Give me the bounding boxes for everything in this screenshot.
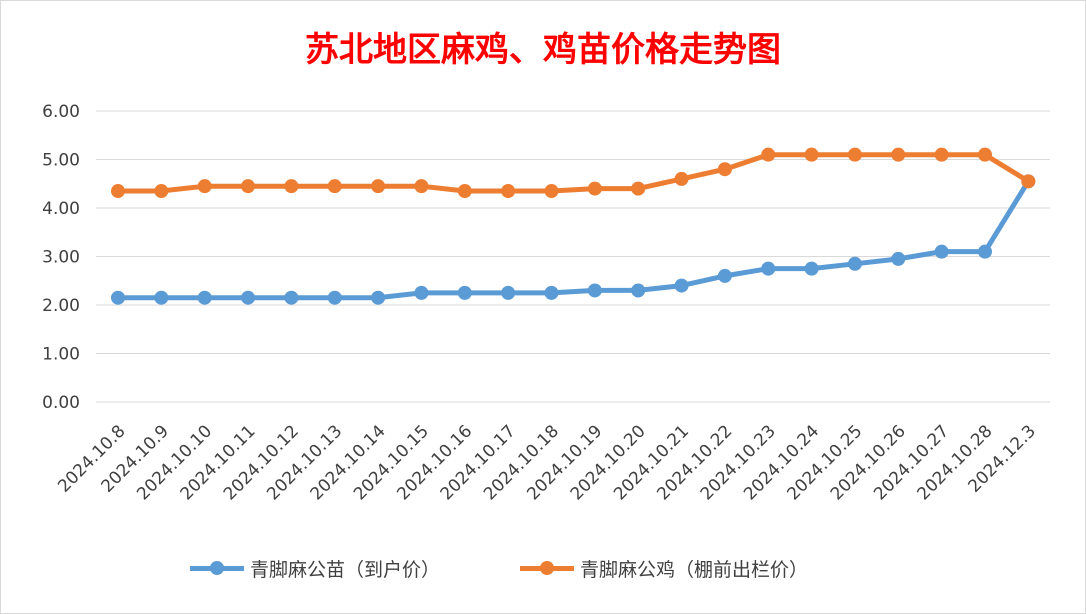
data-point: [631, 283, 646, 298]
data-point: [371, 290, 386, 305]
data-point: [804, 261, 819, 276]
x-axis-ticks: 2024.10.82024.10.92024.10.102024.10.1120…: [54, 421, 1040, 504]
data-point: [154, 290, 169, 305]
data-point: [371, 179, 386, 194]
data-point: [457, 184, 472, 199]
data-point: [544, 285, 559, 300]
legend: 青脚麻公苗（到户价） 青脚麻公鸡（棚前出栏价）: [0, 553, 1086, 583]
y-tick-label: 1.00: [42, 345, 80, 365]
legend-label-rooster: 青脚麻公鸡（棚前出栏价）: [580, 558, 809, 581]
data-point: [241, 290, 256, 305]
data-point: [197, 290, 212, 305]
y-tick-label: 3.00: [42, 248, 80, 268]
legend-swatch-seedling: [190, 553, 244, 583]
data-point: [284, 290, 299, 305]
data-point: [847, 147, 862, 162]
data-point: [934, 244, 949, 259]
data-point: [847, 256, 862, 271]
data-point: [327, 179, 342, 194]
series-line: [115, 152, 1031, 194]
series-line: [115, 178, 1031, 301]
data-point: [978, 147, 992, 162]
legend-swatch-rooster: [520, 553, 574, 583]
data-point: [241, 179, 256, 194]
data-point: [501, 184, 516, 199]
y-axis-ticks: 0.00 1.00 2.00 3.00 4.00 5.00 6.00: [42, 102, 80, 413]
data-point: [674, 278, 689, 293]
data-point: [111, 290, 125, 305]
data-point: [284, 179, 299, 194]
data-point: [197, 179, 212, 194]
data-point: [717, 268, 732, 283]
data-point: [587, 181, 602, 196]
data-point: [804, 147, 819, 162]
series-1: [111, 147, 1036, 199]
chart-title: 苏北地区麻鸡、鸡苗价格走势图: [305, 30, 781, 70]
data-point: [457, 285, 472, 300]
y-tick-label: 4.00: [42, 199, 80, 219]
data-point: [327, 290, 342, 305]
y-tick-label: 0.00: [42, 393, 80, 413]
data-point: [674, 171, 689, 186]
data-point: [414, 179, 429, 194]
series-layer: [111, 147, 1036, 305]
data-point: [111, 184, 125, 199]
data-point: [717, 162, 732, 177]
legend-item-rooster: 青脚麻公鸡（棚前出栏价）: [520, 553, 808, 583]
y-tick-label: 2.00: [42, 296, 80, 316]
data-point: [501, 285, 516, 300]
data-point: [891, 251, 906, 266]
data-point: [761, 147, 776, 162]
gridlines: [96, 110, 1050, 403]
data-point: [631, 181, 646, 196]
data-point: [544, 184, 559, 199]
legend-label-seedling: 青脚麻公苗（到户价）: [250, 558, 441, 581]
data-point: [978, 244, 992, 259]
data-point: [934, 147, 949, 162]
data-point: [587, 283, 602, 298]
data-point: [414, 285, 429, 300]
legend-item-seedling: 青脚麻公苗（到户价）: [190, 553, 440, 583]
y-tick-label: 6.00: [42, 102, 80, 122]
series-0: [111, 174, 1036, 305]
data-point: [1021, 174, 1036, 189]
data-point: [154, 184, 169, 199]
y-tick-label: 5.00: [42, 151, 80, 171]
data-point: [761, 261, 776, 276]
data-point: [891, 147, 906, 162]
